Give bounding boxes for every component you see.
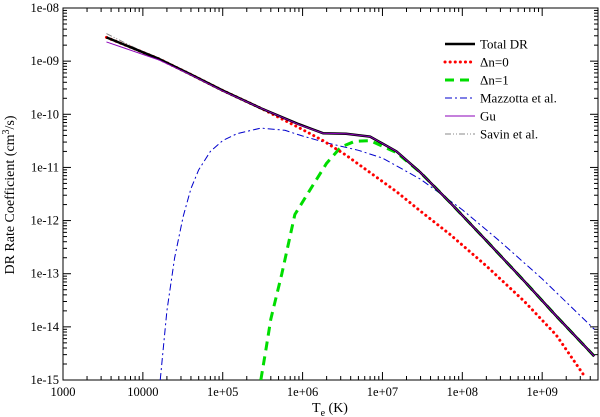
legend-label: Δn=1 bbox=[480, 73, 509, 88]
y-tick-label: 1e-08 bbox=[31, 1, 59, 15]
legend: Total DR Δn=0 Δn=1 Mazzotta et al. Gu Savin e… bbox=[443, 37, 557, 142]
series-line-gu bbox=[106, 41, 595, 357]
x-axis-title: Te (K) bbox=[312, 401, 348, 417]
plot-frame bbox=[62, 7, 599, 381]
y-tick-label: 1e-09 bbox=[31, 54, 59, 68]
x-tick-label: 1e+09 bbox=[526, 385, 557, 399]
y-tick-label: 1e-11 bbox=[31, 160, 59, 174]
series-line-mazzotta-et-al- bbox=[159, 127, 595, 380]
legend-label: Savin et al. bbox=[480, 127, 538, 142]
legend-label: Gu bbox=[480, 109, 496, 124]
x-tick-label: 1e+05 bbox=[207, 385, 238, 399]
x-tick-label: 1e+06 bbox=[287, 385, 318, 399]
x-axis-ticks: 1000 10000 1e+05 1e+06 1e+07 1e+08 1e+09 bbox=[51, 8, 599, 399]
series-line--n-1 bbox=[259, 139, 596, 380]
series-line--n-0 bbox=[104, 35, 588, 380]
x-tick-label: 1e+08 bbox=[447, 385, 478, 399]
y-axis-ticks: 1e-15 1e-14 1e-13 1e-12 1e-11 1e-10 1e-09 1e-08 bbox=[31, 1, 598, 387]
y-axis-title: DR Rate Coefficient (cm3/s) bbox=[1, 115, 18, 274]
x-tick-label: 1e+07 bbox=[367, 385, 398, 399]
series-lines bbox=[104, 33, 596, 380]
x-tick-label: 10000 bbox=[127, 385, 158, 399]
y-tick-label: 1e-15 bbox=[31, 373, 59, 387]
y-tick-label: 1e-10 bbox=[31, 107, 59, 121]
y-tick-label: 1e-12 bbox=[31, 214, 59, 228]
y-tick-label: 1e-13 bbox=[31, 267, 59, 281]
legend-label: Δn=0 bbox=[480, 55, 509, 70]
series-line-total-dr bbox=[105, 36, 596, 358]
legend-label: Total DR bbox=[480, 37, 528, 52]
x-tick-label: 1000 bbox=[51, 385, 76, 399]
y-tick-label: 1e-14 bbox=[31, 320, 60, 334]
legend-label: Mazzotta et al. bbox=[480, 91, 557, 106]
